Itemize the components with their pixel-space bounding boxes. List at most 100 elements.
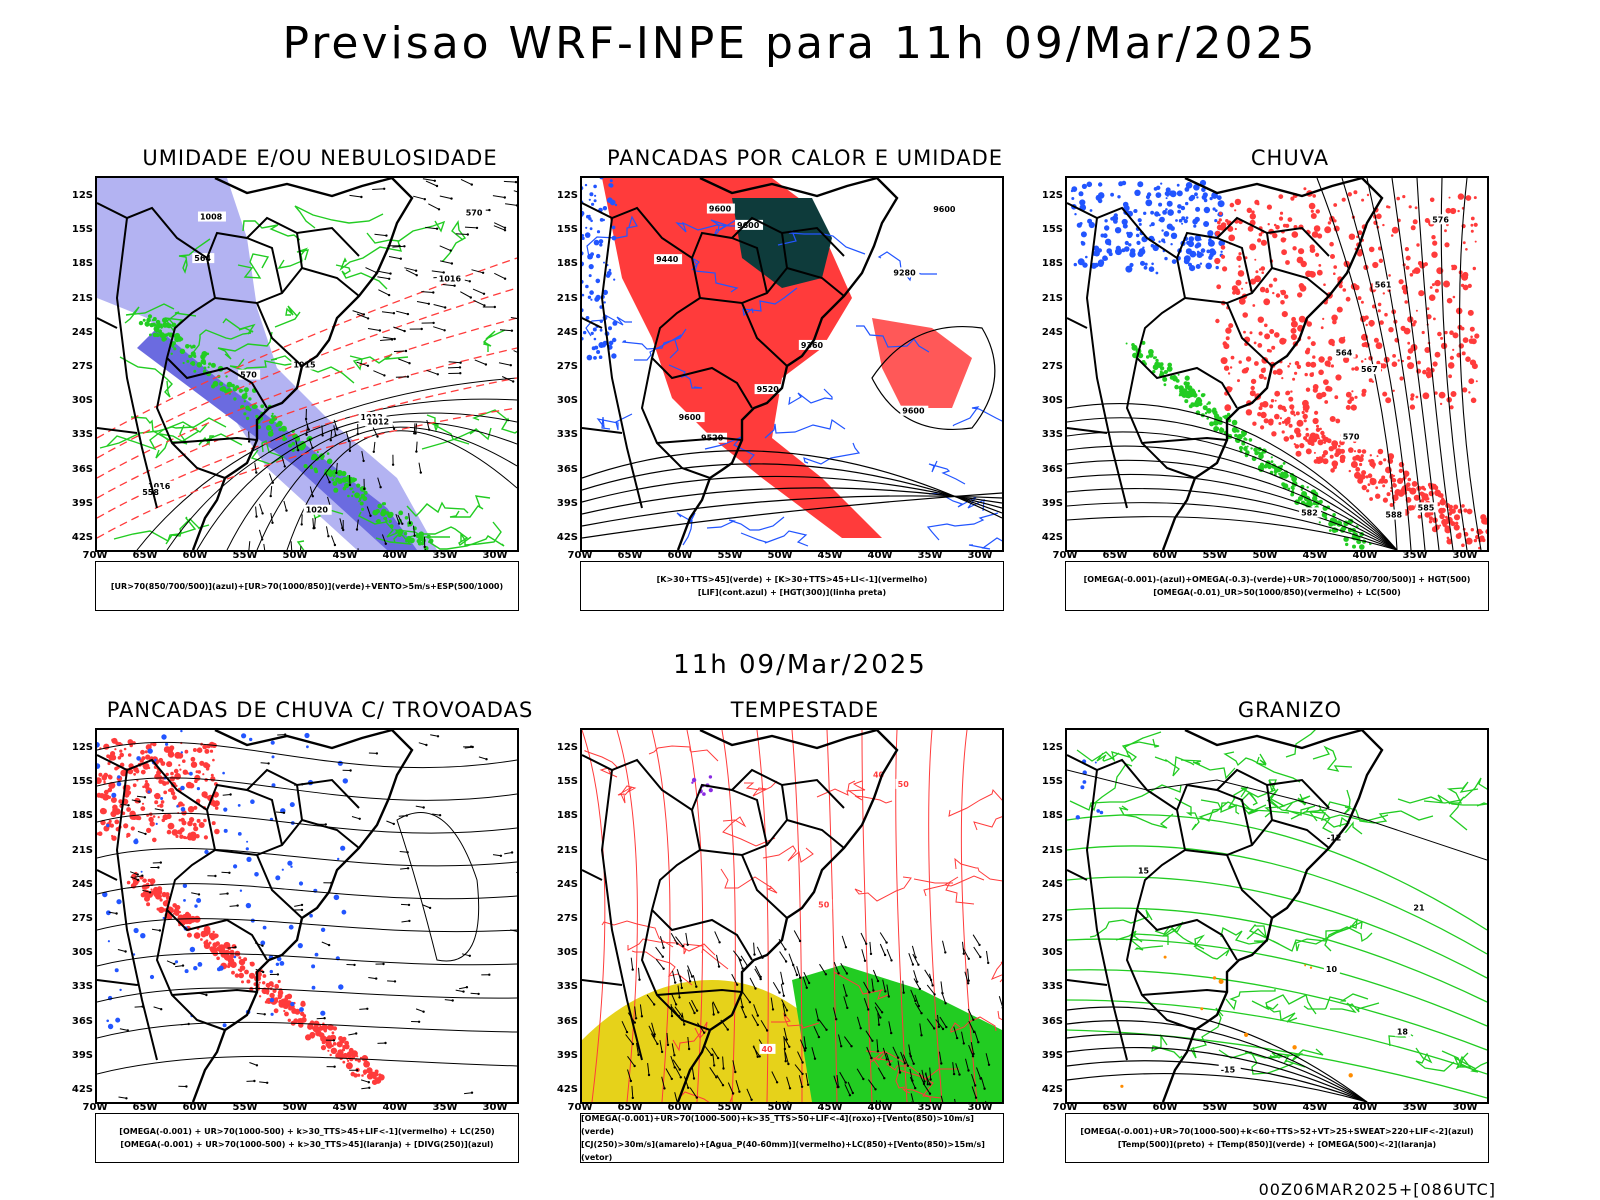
svg-text:582: 582: [1301, 508, 1318, 517]
svg-text:40: 40: [873, 770, 885, 779]
lat-tick-label: 33S: [1041, 981, 1063, 993]
panel-title: UMIDADE E/OU NEBULOSIDADE: [142, 146, 498, 170]
lat-tick-label: 33S: [556, 981, 578, 993]
lon-tick-label: 50W: [282, 550, 308, 561]
lat-tick-label: 33S: [71, 981, 93, 993]
lon-tick-label: 35W: [917, 1102, 943, 1113]
svg-text:9440: 9440: [656, 255, 679, 264]
lat-tick-label: 15S: [71, 776, 93, 788]
legend-line: [UR>70(850/700/500)](azul)+[UR>70(1000/8…: [110, 581, 504, 591]
svg-text:558: 558: [142, 488, 159, 497]
lon-tick-label: 40W: [382, 550, 408, 561]
lon-tick-label: 70W: [1052, 1102, 1078, 1113]
lat-tick-label: 42S: [1041, 532, 1063, 543]
svg-text:570: 570: [1343, 433, 1360, 442]
lat-tick-label: 15S: [556, 224, 578, 236]
svg-text:9520: 9520: [757, 385, 780, 394]
map-canvas: [97, 730, 517, 1102]
lat-tick-label: 39S: [1041, 1049, 1063, 1061]
lon-tick-label: 70W: [567, 1102, 593, 1113]
lat-tick-label: 30S: [1041, 395, 1063, 407]
lat-tick-label: 33S: [1041, 429, 1063, 441]
lat-tick-label: 30S: [71, 395, 93, 407]
lat-tick-label: 27S: [556, 361, 578, 372]
legend-line: [CJ(250)>30m/s](amarelo)+[Agua_P(40-60mm…: [581, 1140, 985, 1162]
lat-tick-label: 30S: [1041, 947, 1063, 959]
lat-tick-label: 33S: [556, 429, 578, 441]
lon-tick-label: 65W: [1102, 550, 1128, 561]
lat-tick-label: 24S: [556, 326, 578, 338]
lat-tick-label: 39S: [1041, 497, 1063, 509]
lon-tick-label: 30W: [482, 550, 508, 561]
lat-tick-label: 42S: [71, 1084, 93, 1095]
panel-legend: [OMEGA(-0.001) + UR>70(1000-500) + k>30_…: [95, 1113, 519, 1163]
lon-tick-label: 35W: [1402, 1102, 1428, 1113]
panel-legend: [K>30+TTS>45](verde) + [K>30+TTS>45+LI<-…: [580, 561, 1004, 611]
svg-text:-15: -15: [1221, 1065, 1236, 1074]
lat-tick-label: 12S: [71, 190, 93, 201]
lon-tick-label: 45W: [817, 550, 843, 561]
lon-tick-label: 45W: [332, 550, 358, 561]
lat-tick-label: 21S: [1041, 844, 1063, 856]
lon-tick-label: 50W: [767, 550, 793, 561]
lon-tick-label: 30W: [967, 550, 993, 561]
svg-text:9360: 9360: [801, 341, 824, 350]
panel-title: PANCADAS DE CHUVA C/ TROVOADAS: [106, 698, 534, 722]
lat-tick-label: 42S: [1041, 1084, 1063, 1095]
legend-line: [OMEGA(-0.01)_UR>50(1000/850)(vermelho) …: [1153, 588, 1401, 597]
lat-tick-label: 36S: [556, 463, 578, 475]
lat-tick-label: 18S: [556, 810, 578, 822]
legend-line: [OMEGA(-0.001) + UR>70(1000-500) + k>30_…: [119, 1127, 495, 1136]
lon-tick-label: 60W: [1152, 550, 1178, 561]
map-hail: -12 -15 10 21 18 15: [1065, 728, 1489, 1104]
svg-text:18: 18: [1397, 1027, 1409, 1036]
panel-hail: GRANIZO -12 -15 10 21 18 15 [OMEGA(-0.001)+UR…: [1030, 698, 1550, 1168]
lat-tick-label: 30S: [556, 947, 578, 959]
lon-tick-label: 55W: [1202, 1102, 1228, 1113]
lon-tick-label: 30W: [1452, 550, 1478, 561]
lon-tick-label: 35W: [917, 550, 943, 561]
lat-tick-label: 39S: [71, 497, 93, 509]
lon-tick-label: 45W: [332, 1102, 358, 1113]
lat-tick-label: 24S: [1041, 878, 1063, 890]
lon-tick-label: 55W: [1202, 550, 1228, 561]
legend-line: [Temp(500)](preto) + [Temp(850)](verde) …: [1117, 1140, 1437, 1149]
lon-tick-label: 55W: [232, 550, 258, 561]
lat-tick-label: 27S: [1041, 913, 1063, 924]
svg-text:576: 576: [1432, 215, 1449, 224]
lat-tick-label: 24S: [71, 326, 93, 338]
lat-tick-label: 39S: [556, 497, 578, 509]
legend-line: [OMEGA(-0.001)+UR>70(1000-500)+k<60+TTS>…: [1080, 1127, 1474, 1136]
lon-tick-label: 40W: [867, 550, 893, 561]
lon-tick-label: 55W: [232, 1102, 258, 1113]
svg-text:-12: -12: [1327, 834, 1341, 843]
lon-tick-label: 65W: [617, 550, 643, 561]
svg-text:564: 564: [194, 254, 211, 263]
lon-tick-label: 60W: [1152, 1102, 1178, 1113]
valid-time-title: 11h 09/Mar/2025: [673, 650, 927, 680]
lat-tick-label: 36S: [71, 1015, 93, 1027]
map-thunderstorm-showers: [95, 728, 519, 1104]
lat-tick-label: 27S: [71, 913, 93, 924]
lat-tick-label: 12S: [1041, 190, 1063, 201]
lat-tick-label: 39S: [71, 1049, 93, 1061]
lat-tick-label: 18S: [71, 258, 93, 270]
legend-line: [OMEGA(-0.001)-(azul)+OMEGA(-0.3)-(verde…: [1083, 575, 1471, 584]
lon-tick-label: 30W: [967, 1102, 993, 1113]
svg-text:588: 588: [1385, 511, 1402, 520]
lat-tick-label: 18S: [1041, 258, 1063, 270]
map-storm: 50 40 40 50: [580, 728, 1004, 1104]
svg-text:564: 564: [1336, 349, 1353, 358]
lat-tick-label: 39S: [556, 1049, 578, 1061]
map-humidity: 1020101610161015101210121008570570558564: [95, 176, 519, 552]
svg-text:9600: 9600: [902, 407, 925, 416]
lat-tick-label: 27S: [71, 361, 93, 372]
map-canvas: -12 -15 10 21 18 15: [1067, 730, 1487, 1102]
lat-tick-label: 36S: [1041, 463, 1063, 475]
lat-tick-label: 18S: [71, 810, 93, 822]
lat-tick-label: 36S: [556, 1015, 578, 1027]
lon-tick-label: 40W: [382, 1102, 408, 1113]
lat-tick-label: 33S: [71, 429, 93, 441]
panel-legend: [OMEGA(-0.001)+UR>70(1000-500)+k<60+TTS>…: [1065, 1113, 1489, 1163]
lon-tick-label: 65W: [1102, 1102, 1128, 1113]
